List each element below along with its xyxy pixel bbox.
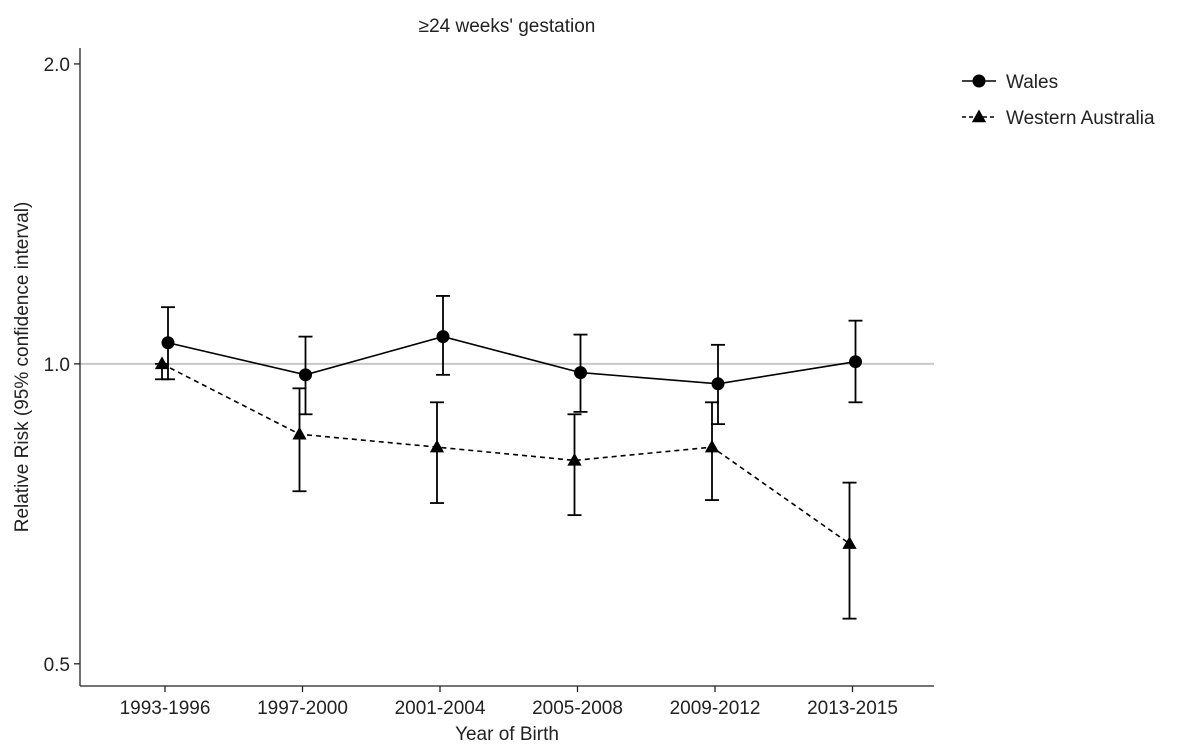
data-point bbox=[842, 536, 857, 549]
x-axis-title: Year of Birth bbox=[455, 724, 559, 745]
data-point bbox=[161, 336, 175, 350]
series-line bbox=[161, 363, 850, 545]
data-point bbox=[292, 426, 307, 440]
legend-marker bbox=[971, 109, 987, 123]
y-ticks: 0.5 1.0 2.0 bbox=[44, 55, 80, 676]
data-point bbox=[299, 368, 312, 382]
y-axis-title: Relative Risk (95% confidence interval) bbox=[12, 202, 33, 533]
legend-label: Wales bbox=[1006, 72, 1058, 93]
legend-marker bbox=[972, 74, 986, 88]
legend: Wales Western Australia bbox=[962, 72, 1155, 129]
data-point bbox=[574, 366, 587, 380]
series-layer bbox=[154, 295, 863, 620]
data-point bbox=[711, 377, 725, 391]
y-tick-label: 2.0 bbox=[44, 55, 70, 76]
x-tick-label: 2001-2004 bbox=[395, 698, 486, 719]
data-point bbox=[436, 330, 450, 344]
legend-item: Wales bbox=[962, 72, 1058, 93]
legend-label: Western Australia bbox=[1006, 108, 1155, 129]
series-wales bbox=[161, 295, 863, 426]
y-tick-label: 1.0 bbox=[44, 355, 70, 376]
chart-title: ≥24 weeks' gestation bbox=[419, 16, 596, 37]
data-point bbox=[154, 356, 170, 370]
data-point bbox=[704, 439, 720, 453]
x-ticks: 1993-1996 1997-2000 2001-2004 2005-2008 2009… bbox=[120, 686, 898, 719]
x-tick-label: 1993-1996 bbox=[120, 698, 211, 719]
x-tick-label: 1997-2000 bbox=[257, 698, 348, 719]
series-line bbox=[167, 335, 856, 385]
x-tick-label: 2005-2008 bbox=[532, 698, 623, 719]
data-point bbox=[849, 355, 862, 369]
x-tick-label: 2009-2012 bbox=[670, 698, 761, 719]
data-point bbox=[429, 439, 445, 453]
x-tick-label: 2013-2015 bbox=[807, 698, 898, 719]
data-point bbox=[567, 452, 582, 466]
series-western-australia bbox=[154, 356, 857, 620]
y-tick-label: 0.5 bbox=[44, 655, 70, 676]
legend-item: Western Australia bbox=[962, 108, 1155, 129]
